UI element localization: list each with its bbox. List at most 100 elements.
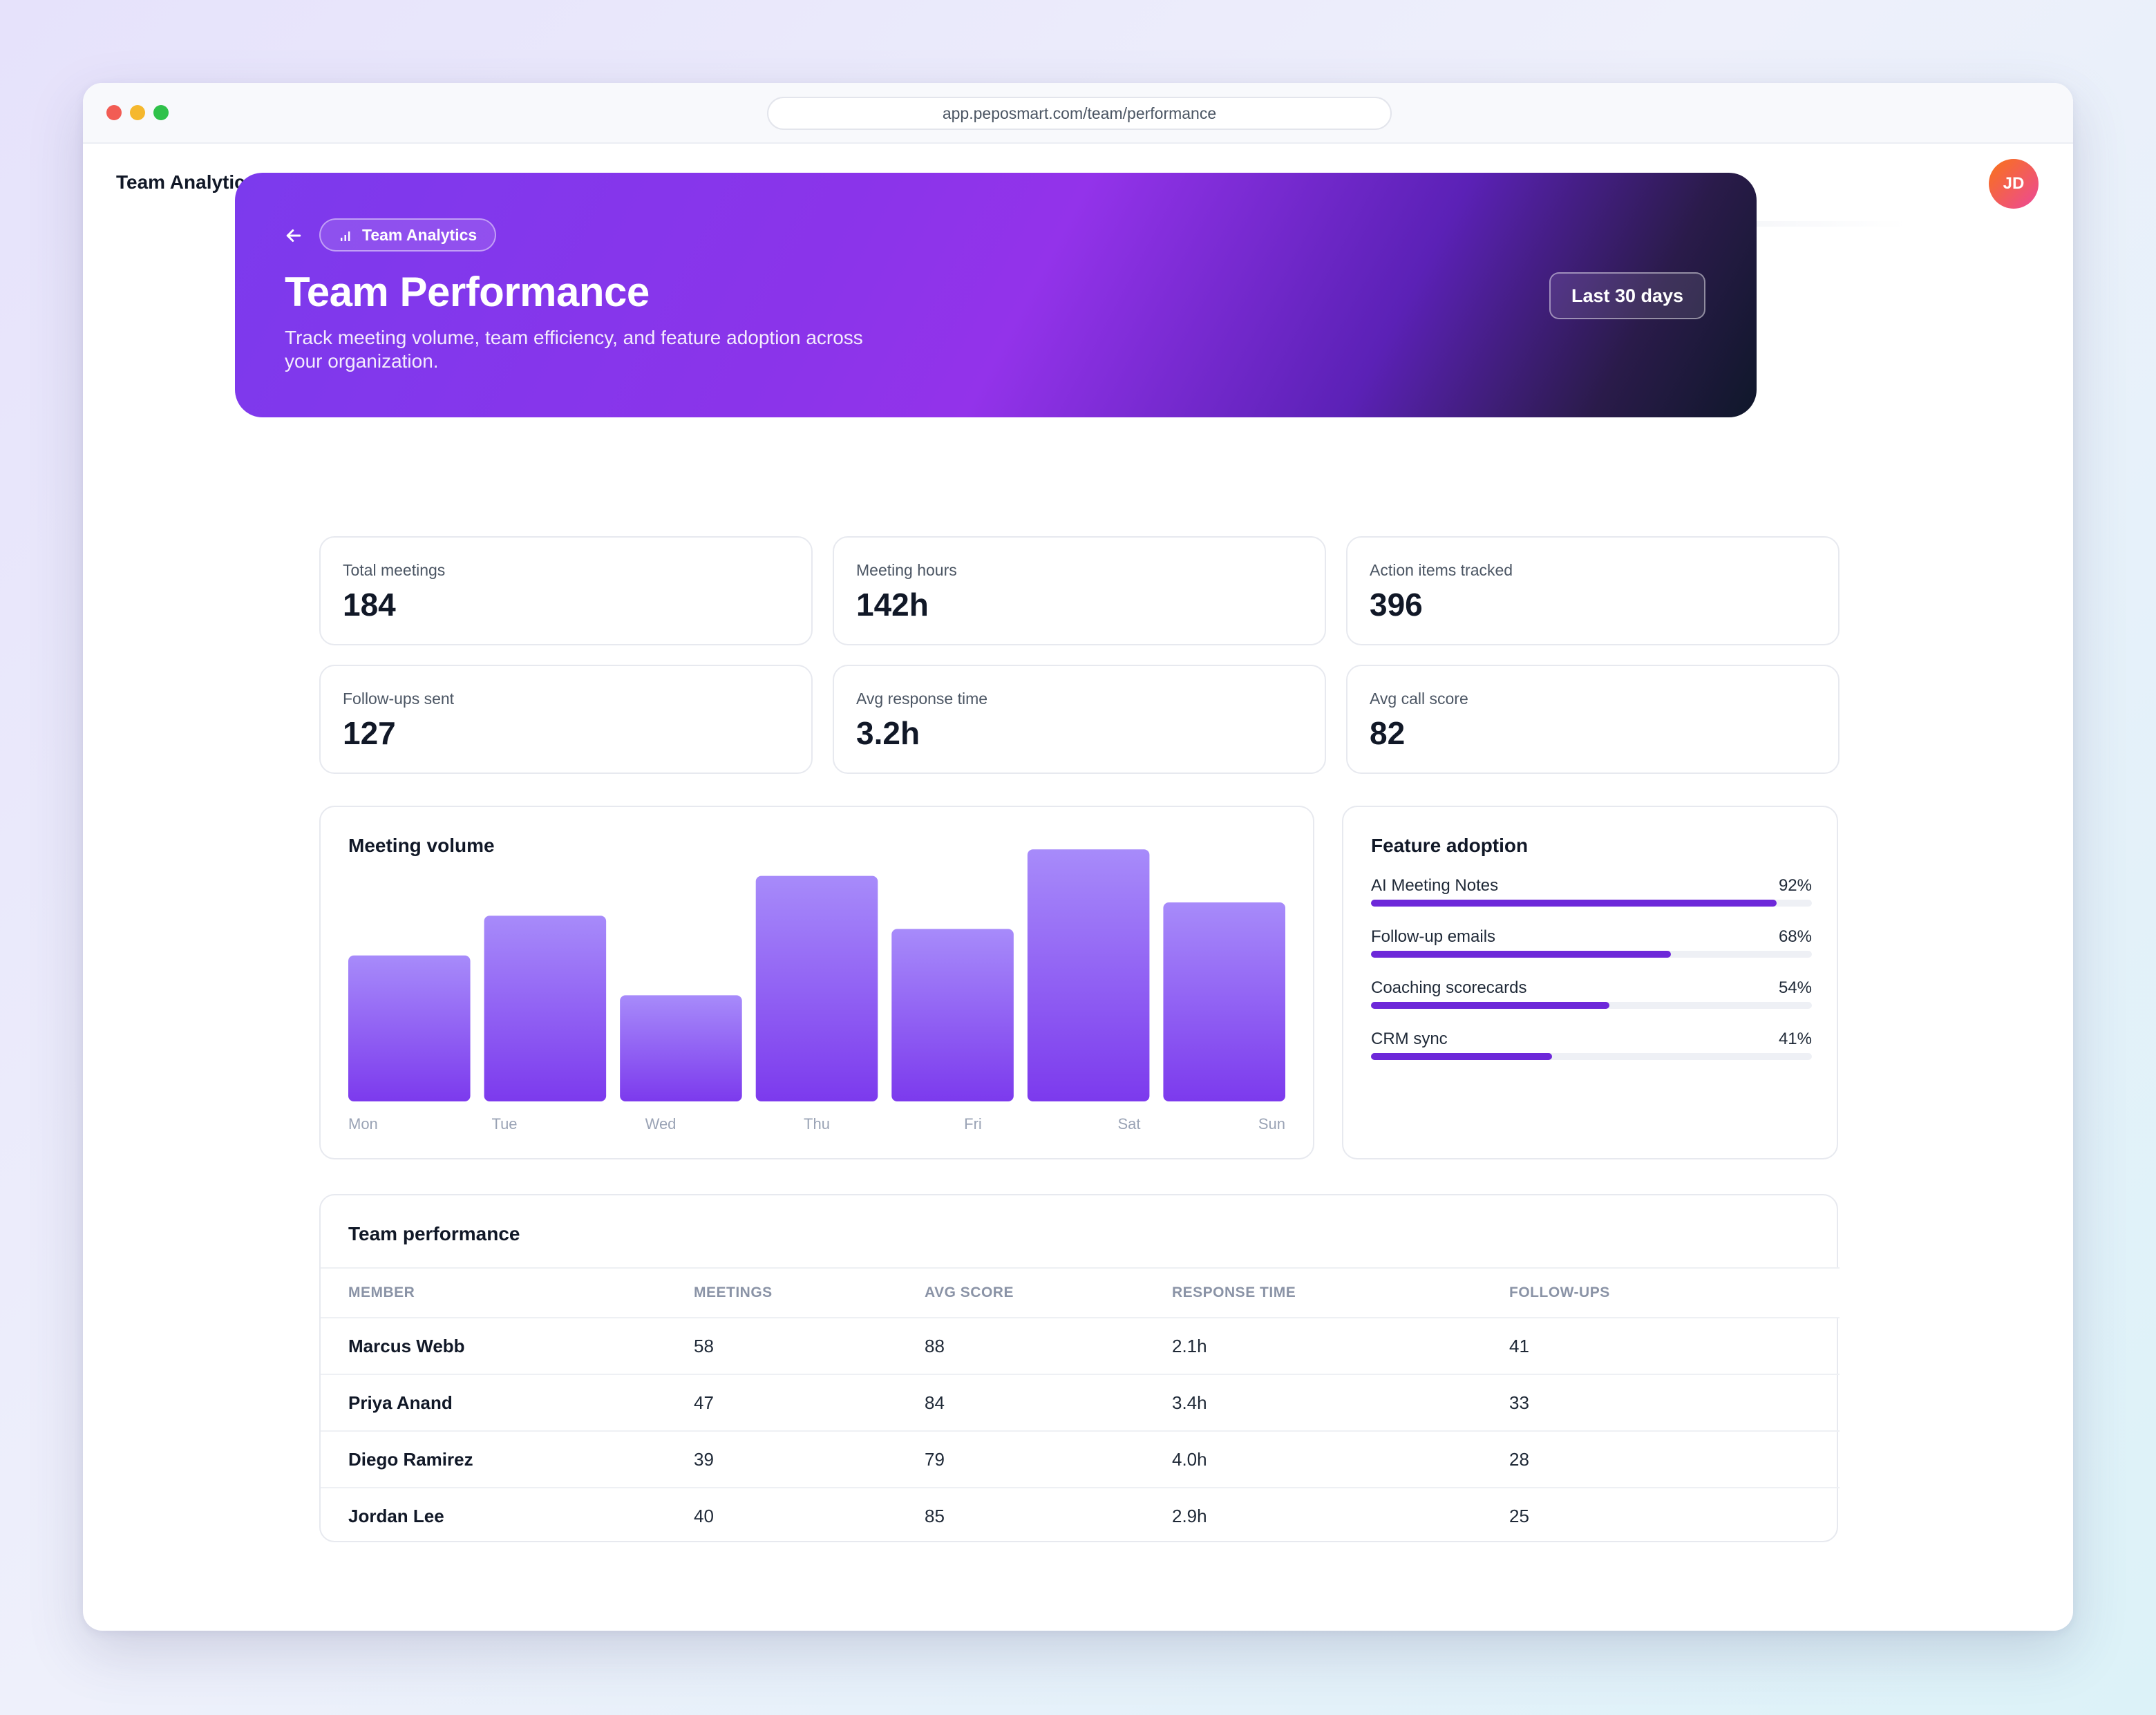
- table-row[interactable]: Marcus Webb 58 88 2.1h 41: [321, 1318, 1840, 1375]
- bar-mon[interactable]: [348, 955, 471, 1101]
- maximize-window-button[interactable]: [153, 105, 169, 120]
- page-title: Team Performance: [285, 269, 650, 315]
- bar-thu[interactable]: [755, 875, 878, 1101]
- table-row[interactable]: Priya Anand 47 84 3.4h 33: [321, 1374, 1840, 1432]
- progress-track: [1371, 1053, 1812, 1060]
- address-bar[interactable]: app.peposmart.com/team/performance: [767, 97, 1392, 130]
- x-tick-label: Mon: [348, 1115, 378, 1133]
- kpi-value: 184: [343, 587, 396, 623]
- kpi-label: Meeting hours: [856, 561, 957, 579]
- follow-ups-cell: 28: [1506, 1431, 1840, 1488]
- kpi-value: 3.2h: [856, 715, 920, 751]
- feature-row-coaching-scorecards: Coaching scorecards 54%: [1371, 978, 1812, 1020]
- kpi-card-meeting-hours: Meeting hours 142h: [833, 536, 1326, 645]
- column-header-response-time[interactable]: RESPONSE TIME: [1172, 1285, 1296, 1300]
- feature-adoption-title: Feature adoption: [1371, 835, 1529, 856]
- response-time-cell: 2.1h: [1169, 1318, 1506, 1375]
- kpi-card-avg-call-score: Avg call score 82: [1346, 665, 1840, 774]
- x-tick-label: Fri: [964, 1115, 982, 1133]
- back-arrow-icon[interactable]: [283, 225, 304, 246]
- minimize-window-button[interactable]: [130, 105, 145, 120]
- team-performance-table: MEMBER MEETINGS AVG SCORE RESPONSE TIME …: [321, 1267, 1840, 1544]
- bar-wed[interactable]: [620, 995, 742, 1101]
- table-header-row: MEMBER MEETINGS AVG SCORE RESPONSE TIME …: [321, 1268, 1840, 1318]
- avg-score-cell: 85: [925, 1506, 945, 1526]
- progress-fill: [1371, 900, 1777, 907]
- feature-percent: 68%: [1778, 927, 1812, 946]
- kpi-card-action-items: Action items tracked 396: [1346, 536, 1840, 645]
- feature-percent: 41%: [1778, 1030, 1812, 1048]
- column-header-meetings[interactable]: MEETINGS: [694, 1285, 773, 1300]
- meetings-cell: 58: [691, 1318, 922, 1375]
- meeting-volume-title: Meeting volume: [348, 835, 495, 856]
- x-tick-label: Wed: [645, 1115, 677, 1133]
- x-tick-label: Thu: [804, 1115, 830, 1133]
- meeting-volume-chart: Mon Tue Wed Thu Fri Sat Sun: [348, 849, 1285, 1133]
- feature-row-follow-up-emails: Follow-up emails 68%: [1371, 927, 1812, 969]
- page-subtitle: Track meeting volume, team efficiency, a…: [285, 327, 863, 372]
- bar-sun[interactable]: [1163, 902, 1285, 1101]
- kpi-card-follow-ups: Follow-ups sent 127: [319, 665, 813, 774]
- progress-track: [1371, 900, 1812, 907]
- feature-percent: 54%: [1778, 978, 1812, 997]
- team-performance-title: Team performance: [348, 1223, 520, 1244]
- team-performance-card: Team performance MEMBER MEETINGS AVG SCO…: [319, 1194, 1840, 1544]
- feature-row-crm-sync: CRM sync 41%: [1371, 1030, 1812, 1071]
- progress-fill: [1371, 1002, 1609, 1009]
- column-header-avg-score[interactable]: AVG SCORE: [925, 1285, 1014, 1300]
- follow-ups-cell: 33: [1506, 1374, 1840, 1432]
- feature-label: Coaching scorecards: [1371, 978, 1527, 997]
- meetings-cell: 40: [694, 1506, 714, 1526]
- avg-score-cell: 88: [922, 1318, 1169, 1375]
- user-avatar[interactable]: JD: [1989, 159, 2039, 209]
- feature-label: CRM sync: [1371, 1030, 1448, 1048]
- meeting-volume-card: Meeting volume Mon Tue Wed Thu Fri Sat Sun: [319, 806, 1314, 1159]
- column-header-follow-ups[interactable]: FOLLOW-UPS: [1509, 1285, 1610, 1300]
- hero-banner: Team Analytics Team Performance Track me…: [235, 173, 1757, 417]
- member-name: Marcus Webb: [321, 1318, 691, 1375]
- x-tick-label: Sat: [1117, 1115, 1140, 1133]
- kpi-value: 82: [1370, 715, 1406, 751]
- column-header-member[interactable]: MEMBER: [348, 1285, 415, 1300]
- table-row[interactable]: Jordan Lee 40 85 2.9h 25: [321, 1488, 1840, 1544]
- meetings-cell: 47: [691, 1374, 922, 1432]
- breadcrumb-pill[interactable]: Team Analytics: [319, 218, 497, 252]
- bar-fri[interactable]: [891, 929, 1014, 1101]
- feature-label: AI Meeting Notes: [1371, 876, 1499, 895]
- kpi-card-avg-response-time: Avg response time 3.2h: [833, 665, 1326, 774]
- member-name: Priya Anand: [321, 1374, 691, 1432]
- kpi-label: Avg call score: [1370, 690, 1468, 708]
- avg-score-cell: 79: [922, 1431, 1169, 1488]
- date-range-button[interactable]: Last 30 days: [1549, 272, 1705, 319]
- member-name: Jordan Lee: [348, 1506, 444, 1526]
- response-time-cell: 4.0h: [1169, 1431, 1506, 1488]
- kpi-label: Total meetings: [343, 561, 446, 579]
- response-time-cell: 2.9h: [1172, 1506, 1207, 1526]
- x-tick-label: Tue: [491, 1115, 517, 1133]
- kpi-card-total-meetings: Total meetings 184: [319, 536, 813, 645]
- kpi-label: Action items tracked: [1370, 561, 1513, 579]
- progress-fill: [1371, 1053, 1552, 1060]
- kpi-value: 142h: [856, 587, 929, 623]
- table-row[interactable]: Diego Ramirez 39 79 4.0h 28: [321, 1431, 1840, 1488]
- feature-percent: 92%: [1778, 876, 1812, 895]
- response-time-cell: 3.4h: [1169, 1374, 1506, 1432]
- x-tick-label: Sun: [1258, 1115, 1285, 1133]
- bar-sat[interactable]: [1027, 849, 1150, 1101]
- bar-tue[interactable]: [484, 916, 607, 1101]
- kpi-label: Avg response time: [856, 690, 988, 708]
- follow-ups-cell: 41: [1506, 1318, 1840, 1375]
- close-window-button[interactable]: [106, 105, 122, 120]
- avg-score-cell: 84: [922, 1374, 1169, 1432]
- app-title: Team Analytics: [116, 171, 256, 193]
- member-name: Diego Ramirez: [321, 1431, 691, 1488]
- kpi-value: 127: [343, 715, 396, 751]
- breadcrumb-label: Team Analytics: [362, 225, 477, 244]
- bar-chart-icon: [341, 231, 350, 241]
- feature-adoption-card: Feature adoption AI Meeting Notes 92% Fo…: [1342, 806, 1838, 1159]
- progress-track: [1371, 1002, 1812, 1009]
- progress-track: [1371, 951, 1812, 958]
- browser-chrome: app.peposmart.com/team/performance: [83, 83, 2073, 144]
- kpi-value: 396: [1370, 587, 1423, 623]
- feature-row-ai-meeting-notes: AI Meeting Notes 92%: [1371, 876, 1812, 918]
